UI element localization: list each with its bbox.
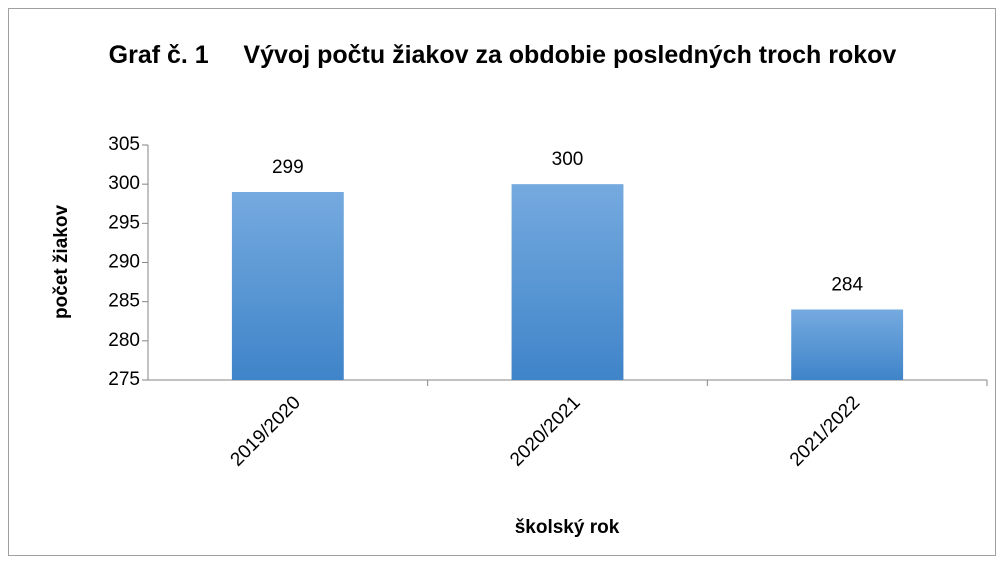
y-tick-label: 290 <box>108 252 140 273</box>
y-tick-label: 295 <box>108 212 140 233</box>
x-tick-label: 2020/2021 <box>506 392 584 470</box>
bar <box>511 184 624 380</box>
x-tick-label: 2021/2022 <box>786 392 864 470</box>
x-tick-label: 2019/2020 <box>227 392 305 470</box>
y-tick-label: 300 <box>108 173 140 194</box>
y-axis-label: počet žiakov <box>51 205 72 319</box>
x-axis-label: školský rok <box>515 517 620 538</box>
y-tick-label: 280 <box>108 330 140 351</box>
data-label: 300 <box>552 149 584 170</box>
data-label: 299 <box>272 157 304 178</box>
data-label: 284 <box>831 275 863 296</box>
bar <box>791 309 904 380</box>
bar <box>231 192 344 380</box>
chart-title: Graf č. 1 Vývoj počtu žiakov za obdobie … <box>108 41 897 69</box>
y-tick-label: 275 <box>108 369 140 390</box>
chart-frame <box>8 8 996 556</box>
y-tick-label: 285 <box>108 291 140 312</box>
y-tick-label: 305 <box>108 134 140 155</box>
